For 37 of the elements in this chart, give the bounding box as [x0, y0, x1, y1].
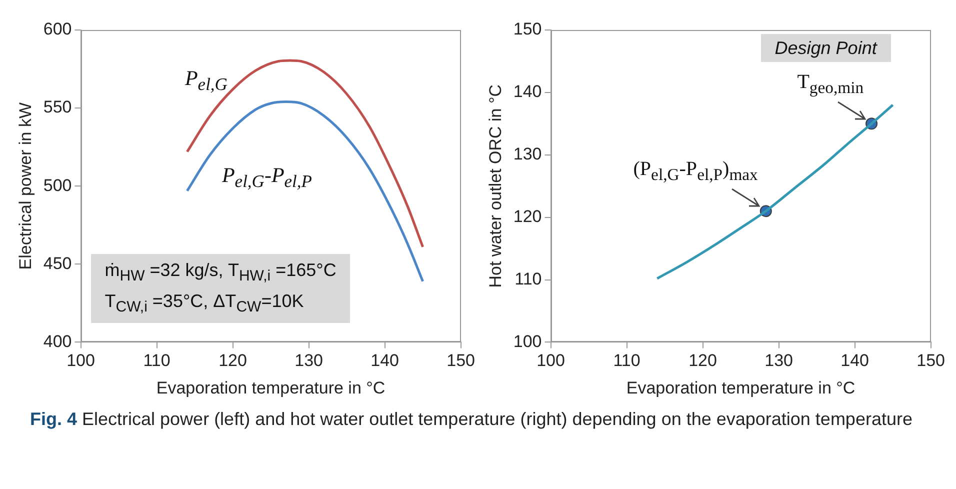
y-tick-label: 110: [514, 269, 542, 288]
x-tick-label: 100: [66, 351, 95, 370]
annotation: (P$_{el,G}$-P$_{el,P}$)$_{max}$: [633, 158, 758, 186]
x-axis-title: Evaporation temperature in °C: [626, 378, 856, 398]
annotation: Design Point: [774, 37, 877, 60]
x-tick-label: 130: [764, 351, 793, 370]
y-tick-label: 500: [43, 176, 72, 195]
x-tick-label: 120: [688, 351, 717, 370]
y-tick-label: 130: [513, 144, 542, 164]
y-tick-label: 120: [513, 207, 542, 226]
annotation: ṁ$_{HW}$ =32 kg/s, T$_{HW,i}$ =165°C: [104, 259, 336, 287]
y-tick-label: 450: [43, 254, 72, 273]
y-tick-label: 400: [43, 332, 72, 351]
line-series: [186, 100, 424, 283]
y-tick-label: 600: [43, 20, 72, 39]
x-tick-label: 140: [840, 351, 869, 370]
y-tick-label: 550: [43, 98, 72, 117]
x-tick-label: 130: [294, 351, 323, 370]
line-series: [186, 59, 424, 248]
annotation: T$_{geo,min}$: [797, 70, 864, 98]
x-tick-label: 140: [370, 351, 399, 370]
x-tick-label: 110: [613, 351, 640, 370]
y-axis-title: Electrical power in kW: [16, 102, 35, 270]
x-tick-label: 100: [536, 351, 565, 370]
x-tick-label: 150: [916, 351, 946, 370]
series-label: P$_{el,G}$-P$_{el,P}$: [222, 162, 312, 192]
annotation: T$_{CW,i}$ =35°C, ΔT$_{CW}$=10K: [104, 290, 305, 318]
y-tick-label: 140: [513, 82, 542, 102]
x-tick-label: 120: [218, 351, 247, 370]
x-tick-label: 150: [446, 351, 476, 370]
y-axis-title: Hot water outlet ORC in °C: [486, 84, 505, 288]
series-label: P$_{el,G}$: [184, 66, 228, 96]
x-tick-label: 110: [143, 351, 170, 370]
x-axis-title: Evaporation temperature in °C: [156, 378, 386, 398]
y-tick-label: 100: [513, 332, 542, 351]
y-tick-label: 150: [513, 20, 542, 39]
caption: Fig. 4 Electrical power (left) and hot water outlet temperature (right) depending on the evaporation temperature: [29, 408, 914, 431]
